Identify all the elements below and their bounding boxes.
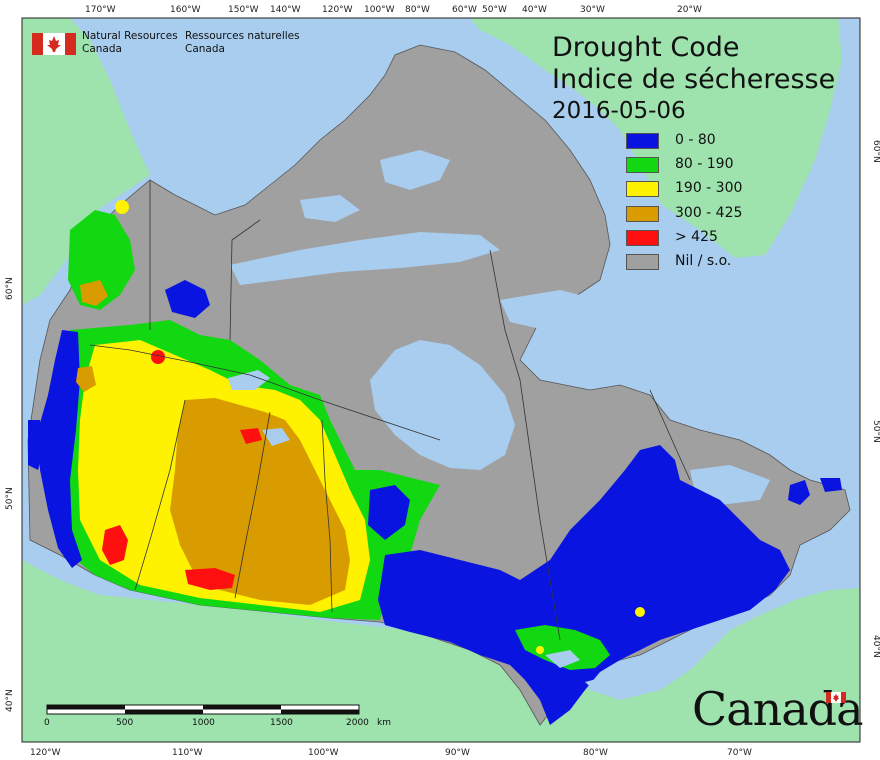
drought-zone-300-425 — [76, 366, 96, 392]
top-tick-label: 30°W — [580, 5, 605, 15]
lake — [545, 650, 580, 668]
right-tick-label: 60°N — [871, 140, 880, 163]
drought-zone-0-80 — [165, 280, 210, 318]
agency-name-en: Natural Resources Canada — [82, 30, 178, 56]
drought-zone-over-425 — [102, 525, 128, 565]
top-tick-label: 120°W — [322, 5, 353, 15]
territorial-border — [229, 219, 261, 341]
top-tick-label: 50°W — [482, 5, 507, 15]
top-tick-label: 170°W — [85, 5, 116, 15]
drought-zone-300-425 — [80, 280, 108, 306]
legend-swatch — [626, 229, 659, 246]
scale-unit: km — [377, 718, 391, 728]
map-title-fr: Indice de sécheresse — [552, 64, 836, 95]
drought-zone-0-80 — [38, 330, 82, 568]
map-date: 2016-05-06 — [552, 98, 686, 124]
bottom-tick-label: 70°W — [727, 748, 752, 758]
hudson-strait — [500, 290, 600, 330]
scale-label: 0 — [44, 718, 50, 728]
agency-name-fr-line1: Ressources naturelles — [185, 30, 300, 42]
drought-zone-0-80 — [378, 445, 790, 725]
legend-swatch — [626, 181, 659, 198]
wordmark-flag-icon — [826, 692, 846, 703]
lake — [262, 428, 290, 446]
provincial-border — [321, 419, 333, 613]
legend-label: Nil / s.o. — [675, 252, 732, 269]
right-tick-label: 50°N — [871, 420, 880, 443]
map-border — [21, 17, 861, 743]
scale-label: 1000 — [192, 718, 215, 728]
legend-swatch — [626, 205, 659, 222]
top-tick-label: 140°W — [270, 5, 301, 15]
bottom-tick-label: 120°W — [30, 748, 61, 758]
left-tick-label: 60°N — [5, 277, 15, 300]
drought-zone-0-80 — [820, 478, 842, 492]
hudson-bay — [370, 340, 515, 470]
top-tick-label: 160°W — [170, 5, 201, 15]
scale-label: 500 — [116, 718, 134, 728]
right-tick-label: 40°N — [871, 635, 880, 658]
bottom-tick-label: 80°W — [583, 748, 608, 758]
top-tick-label: 20°W — [677, 5, 702, 15]
agency-name-fr-line2: Canada — [185, 43, 225, 55]
provincial-border — [649, 389, 691, 481]
legend-swatch — [626, 157, 659, 174]
top-tick-label: 60°W — [452, 5, 477, 15]
drought-zone-0-80 — [28, 420, 44, 470]
arctic-channel — [380, 150, 450, 190]
provincial-border — [234, 411, 271, 599]
legend-swatch — [626, 133, 659, 149]
canada-flag-icon — [32, 33, 76, 55]
top-tick-label: 150°W — [228, 5, 259, 15]
bottom-tick-label: 90°W — [445, 748, 470, 758]
drought-zone-over-425 — [240, 428, 262, 444]
legend-swatch — [626, 253, 659, 270]
left-tick-label: 40°N — [5, 689, 15, 712]
arctic-channel — [230, 232, 500, 285]
arctic-channel — [300, 195, 360, 222]
lake — [228, 370, 270, 390]
top-tick-label: 80°W — [405, 5, 430, 15]
legend-label: 190 - 300 — [675, 180, 743, 197]
top-tick-label: 40°W — [522, 5, 547, 15]
legend-label: 0 - 80 — [675, 132, 716, 148]
alaska-landmass — [22, 18, 150, 305]
provincial-border — [89, 344, 441, 441]
scale-label: 1500 — [270, 718, 293, 728]
drought-zone-300-425 — [170, 398, 350, 605]
legend-label: 80 - 190 — [675, 156, 734, 173]
map-title-en: Drought Code — [552, 32, 740, 63]
provincial-border — [134, 399, 186, 591]
drought-zone-190-300 — [635, 607, 645, 617]
drought-zone-190-300 — [115, 200, 129, 214]
canada-wordmark: Canada — [692, 682, 864, 736]
legend-label: 300 - 425 — [675, 204, 743, 221]
bottom-tick-label: 100°W — [308, 748, 339, 758]
scale-bar — [46, 704, 360, 715]
top-tick-label: 100°W — [364, 5, 395, 15]
drought-zone-over-425 — [151, 350, 165, 364]
agency-name-en-line2: Canada — [82, 43, 122, 55]
agency-name-en-line1: Natural Resources — [82, 30, 178, 42]
legend-label: > 425 — [675, 228, 718, 245]
drought-zone-0-80 — [368, 485, 410, 540]
scale-label: 2000 — [346, 718, 369, 728]
drought-zone-0-80 — [788, 480, 810, 505]
drought-zone-over-425 — [185, 568, 235, 590]
drought-zone-190-300 — [536, 646, 544, 654]
agency-name-fr: Ressources naturelles Canada — [185, 30, 300, 56]
drought-zone-80-190 — [515, 625, 610, 670]
usa-landmass — [22, 560, 860, 742]
bottom-tick-label: 110°W — [172, 748, 203, 758]
lake — [585, 676, 616, 692]
left-tick-label: 50°N — [5, 487, 15, 510]
provincial-border — [489, 249, 561, 641]
